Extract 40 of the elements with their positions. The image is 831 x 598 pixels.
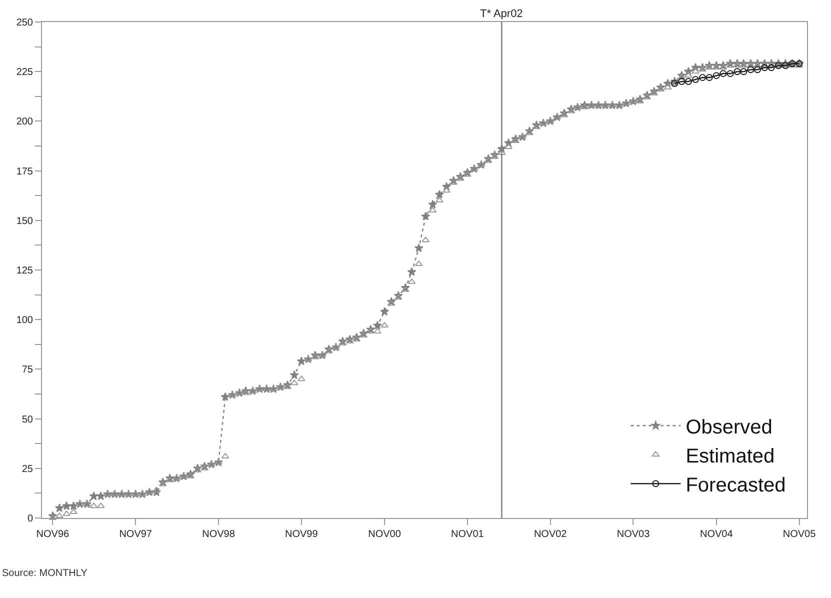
x-tick-label: NOV03 [616,529,650,540]
point [712,72,720,80]
ref-line-label: T* Apr02 [480,8,523,20]
y-tick-label: 175 [16,166,34,178]
point [747,66,754,74]
y-tick-label: 100 [16,315,34,326]
y-tick-label: 200 [16,116,34,128]
point [692,76,699,84]
x-tick-label: NOV05 [782,529,816,540]
point [678,78,686,86]
x-tick-label: NOV04 [700,529,734,540]
point [706,74,713,82]
y-tick-label: 75 [22,364,34,376]
legend-label: Estimated [686,445,775,468]
x-tick-label: NOV01 [451,529,484,540]
y-tick-label: 125 [16,266,34,276]
x-tick-label: NOV98 [202,529,236,540]
point [699,74,706,82]
x-tick-label: NOV96 [36,529,70,540]
x-tick-label: NOV00 [368,529,402,540]
point [726,70,734,78]
point [740,68,748,76]
y-tick-label: 0 [27,514,34,524]
legend-label: Observed [686,416,772,438]
legend-label: Forecasted [686,474,786,496]
point [734,68,741,76]
point [754,66,761,74]
x-tick-label: NOV02 [534,529,568,540]
y-tick-label: 225 [16,67,34,78]
y-tick-label: 150 [16,216,34,227]
y-tick-label: 250 [16,18,34,28]
point [768,64,775,72]
point [761,64,768,72]
source-note: Source: MONTHLY [2,568,88,579]
y-tick-label: 25 [22,464,34,475]
y-tick-label: 50 [22,414,34,426]
point [684,78,692,86]
x-tick-label: NOV99 [284,529,318,540]
x-tick-label: NOV97 [119,529,152,540]
point [720,70,727,78]
